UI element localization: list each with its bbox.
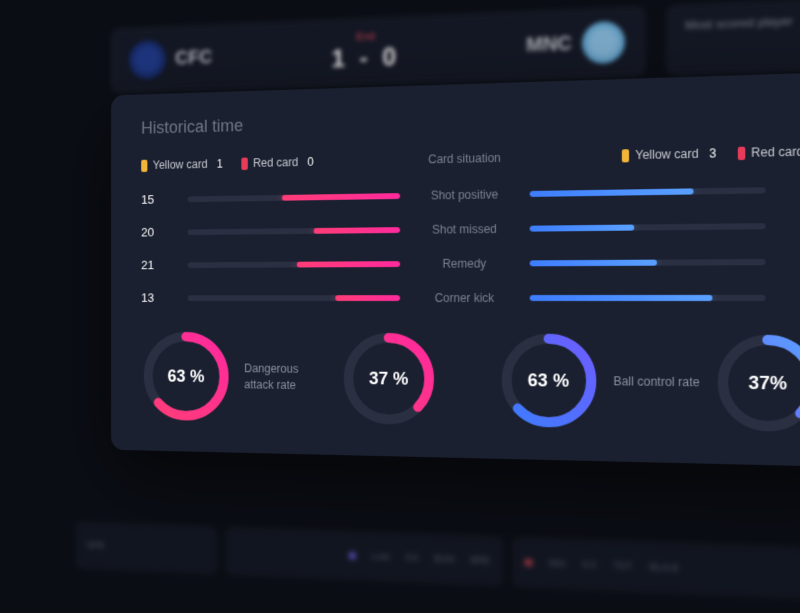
stat-right-bar [530,223,766,232]
gauge-ballcontrol-a: 63 % [498,331,599,432]
gauge-dangerous-b: 37 % [341,330,437,428]
gauge-dangerous-a: 63 % [141,329,231,424]
stat-left-bar [188,295,400,301]
bottom-value: 6:0 [582,559,596,571]
stat-right-value: 10 [783,253,800,269]
stat-label: Remedy [416,256,514,270]
stat-row: 15 Shot positive 20 [141,181,800,206]
side-card: Most scored player [666,0,800,76]
home-abbr: CFC [175,46,212,69]
home-team: CFC [129,37,213,80]
stat-right-value: 10 [783,217,800,233]
stat-left-value: 15 [141,192,173,207]
gauge-group-right: 63 % Ball control rate 37% [498,331,800,436]
legend-home-red: Red card 0 [241,155,314,170]
side-card-title: Most scored player [685,14,793,33]
match-score: 1 - 0 [331,41,400,73]
red-swatch-icon [241,157,247,169]
bottom-card: Lost 0:0 BUN BRE [225,527,502,586]
card-title: Historical time [141,100,800,139]
stat-rows: 15 Shot positive 20 20 Shot missed 10 21 Remedy… [141,181,800,305]
bottom-label: Lost [372,551,390,562]
bottom-label: SPR [87,540,105,551]
legend-label: Yellow card [153,157,208,171]
stat-label: Shot positive [416,187,514,202]
gauge-ballcontrol-b: 37% [715,332,800,436]
stat-left-bar [188,227,400,235]
bottom-label: BRE [470,555,490,567]
stat-row: 21 Remedy 10 [141,253,800,271]
stat-row: 13 Corner kick 25 [141,290,800,306]
stat-right-bar [530,294,766,300]
legend-value: 3 [709,146,716,160]
legend-row: Yellow card 1 Red card 0 Card situation … [141,144,800,172]
stat-right-value: 25 [783,290,800,306]
legend-away-yellow: Yellow card 3 [622,146,716,162]
lost-dot-icon [349,552,357,560]
stat-left-value: 20 [141,225,173,239]
red-swatch-icon [737,146,744,159]
legend-label: Red card [253,155,298,169]
stats-card: Historical time Yellow card 1 Red card 0… [111,71,800,467]
legend-home-yellow: Yellow card 1 [141,157,223,172]
score-center: End 1 - 0 [331,29,400,73]
gauge-label: Ball control rate [613,373,700,391]
stat-right-bar [530,258,766,265]
crest-cfc [129,39,166,80]
win-dot-icon [524,558,532,566]
stat-label: Corner kick [416,291,514,305]
bottom-card: SPR [76,522,216,574]
yellow-swatch-icon [141,159,147,171]
gauge-value: 63 % [498,331,599,432]
gauge-label: Dangerous attack rate [244,361,328,394]
stat-left-value: 13 [141,291,173,305]
bottom-card: Win 6:0 TOT BLA B [512,537,800,599]
away-abbr: MNC [526,32,572,57]
gauge-value: 37 % [341,330,437,428]
gauge-group-left: 63 % Dangerous attack rate 37 % [141,329,437,428]
legend-value: 1 [217,157,223,170]
bottom-label: TOT [613,560,633,572]
stat-label: Shot missed [416,221,514,236]
gauge-value: 37% [715,332,800,436]
legend-label: Yellow card [635,147,698,162]
stat-right-value: 20 [783,181,800,197]
stat-left-bar [188,193,400,202]
crest-mnc [582,21,625,65]
bottom-strip: SPR Lost 0:0 BUN BRE Win 6:0 TOT BLA B [59,512,800,611]
stat-left-value: 21 [141,258,173,272]
gauge-row: 63 % Dangerous attack rate 37 % 63 % Bal… [141,329,800,435]
bottom-label: BLA B [649,562,678,574]
stat-left-bar [188,261,400,268]
bottom-value: 0:0 [405,552,418,563]
legend-center: Card situation [314,148,622,168]
yellow-swatch-icon [622,149,629,162]
stat-row: 20 Shot missed 10 [141,217,800,239]
away-team: MNC [526,21,625,67]
stat-right-bar [530,187,766,197]
bottom-label: Win [548,558,565,570]
legend-away-red: Red card 2 [737,144,800,160]
bottom-label: BUN [434,554,455,566]
legend-label: Red card [751,144,800,159]
gauge-value: 63 % [141,329,231,424]
